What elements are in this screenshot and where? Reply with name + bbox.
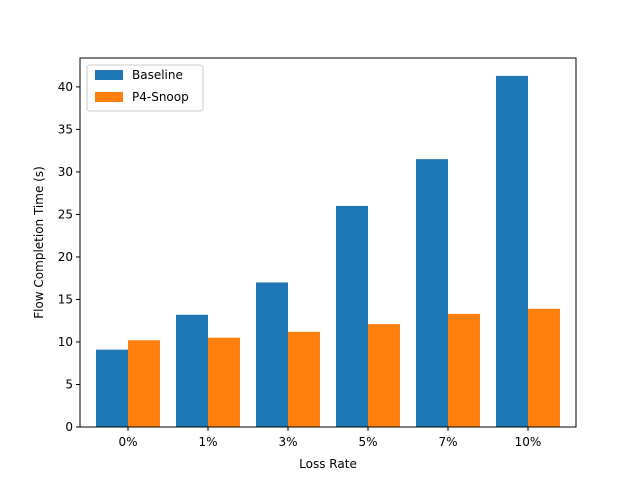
y-tick-label-3: 15	[58, 292, 73, 306]
bar-p4-snoop-1	[208, 337, 240, 427]
legend-label-p4-snoop: P4-Snoop	[132, 90, 189, 104]
x-tick-label-2: 3%	[278, 435, 297, 449]
x-tick-label-5: 10%	[515, 435, 542, 449]
bar-baseline-3	[336, 205, 368, 427]
x-tick-label-3: 5%	[358, 435, 377, 449]
bar-p4-snoop-2	[288, 331, 320, 427]
bar-p4-snoop-5	[528, 308, 560, 427]
bar-p4-snoop-0	[128, 340, 160, 427]
legend: Baseline P4-Snoop	[86, 64, 204, 112]
bar-baseline-1	[176, 314, 208, 427]
legend-label-baseline: Baseline	[132, 68, 183, 82]
y-tick-label-7: 35	[58, 122, 73, 136]
y-tick-label-8: 40	[58, 80, 73, 94]
legend-swatch-p4-snoop	[95, 92, 123, 102]
bar-baseline-0	[96, 349, 128, 427]
y-tick-label-0: 0	[65, 420, 73, 434]
bar-baseline-4	[416, 159, 448, 427]
y-tick-label-2: 10	[58, 335, 73, 349]
y-tick-label-1: 5	[65, 377, 73, 391]
legend-swatch-baseline	[95, 70, 123, 80]
x-tick-label-4: 7%	[438, 435, 457, 449]
x-tick-label-0: 0%	[118, 435, 137, 449]
plot-frame	[79, 57, 577, 428]
bars-group	[96, 75, 560, 428]
y-tick-label-6: 30	[58, 165, 73, 179]
bar-baseline-2	[256, 282, 288, 427]
y-tick-label-5: 25	[58, 207, 73, 221]
y-axis-label: Flow Completion Time (s)	[32, 166, 46, 319]
x-axis: 0% 1% 3% 5% 7% 10%	[118, 427, 541, 449]
bar-p4-snoop-4	[448, 313, 480, 427]
x-tick-label-1: 1%	[198, 435, 217, 449]
bar-baseline-5	[496, 75, 528, 428]
bar-p4-snoop-3	[368, 324, 400, 427]
y-tick-label-4: 20	[58, 250, 73, 264]
x-axis-label: Loss Rate	[299, 457, 357, 471]
y-axis: 0 5 10 15 20 25 30 35 40	[58, 80, 80, 434]
